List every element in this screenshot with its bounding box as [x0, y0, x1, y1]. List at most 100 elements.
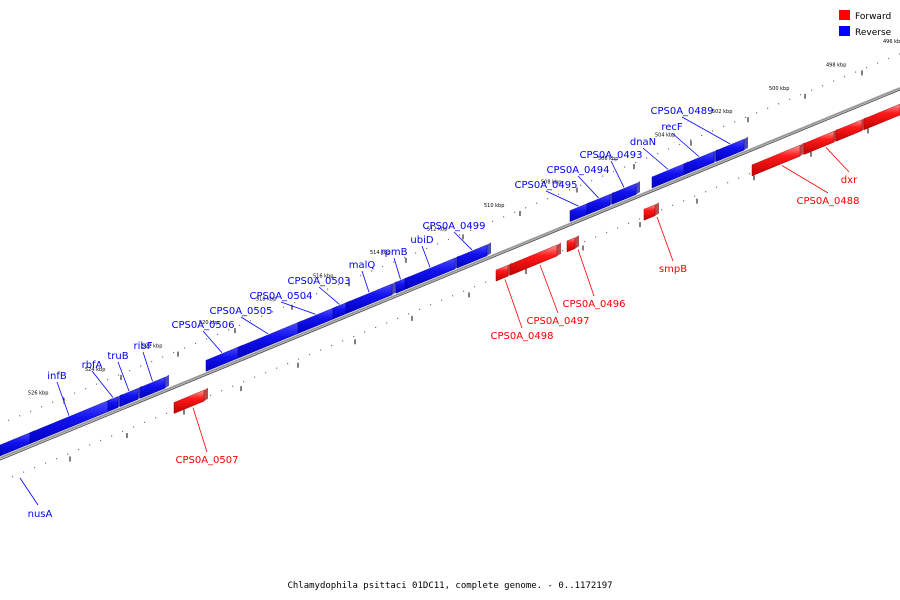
leader-line — [240, 316, 269, 335]
gene-label-rpmB: rpmB — [380, 247, 407, 258]
leader-line — [681, 116, 731, 145]
leader-line — [577, 249, 595, 297]
genome-caption: Chlamydophila psittaci 01DC11, complete … — [287, 581, 612, 591]
gene-label-recF: recF — [661, 122, 683, 133]
leader-line — [142, 351, 153, 382]
gene-labels: nusA infB rbfA truB ribF CPS0A_0506 CPS0A_0505… — [28, 106, 860, 520]
gene-label-dnaN: dnaN — [630, 137, 656, 148]
gene-label-CPS0A_0507: CPS0A_0507 — [175, 455, 238, 466]
gene-label-smpB: smpB — [659, 264, 687, 275]
genome-backbone — [0, 87, 900, 461]
kbp-tick-label: 522 kbp — [142, 344, 162, 350]
gene-CPS0A_0489 — [715, 136, 748, 163]
leader-line — [56, 381, 70, 416]
gene-label-rbfA: rbfA — [82, 360, 103, 371]
kbp-tick-label: 504 kbp — [655, 133, 675, 139]
leader-line — [280, 301, 316, 315]
kbp-tick-label: 506 kbp — [598, 156, 618, 162]
gene-label-ribF: ribF — [134, 341, 153, 352]
kbp-tick-label: 510 kbp — [484, 203, 504, 209]
leader-line — [577, 175, 599, 199]
kbp-tick-label: 516 kbp — [313, 273, 333, 279]
legend-forward-swatch — [839, 10, 850, 20]
gene-label-CPS0A_0505: CPS0A_0505 — [209, 306, 272, 317]
gene-CPS0A_0496 — [566, 235, 579, 253]
leader-line — [642, 147, 669, 170]
gene-dnaN — [651, 161, 688, 189]
gene-CPS0A_0488 — [751, 142, 804, 177]
leader-line — [825, 147, 850, 173]
leader-line — [192, 407, 208, 453]
leader-line — [656, 216, 674, 262]
gene-leader-lines — [19, 116, 850, 506]
gene-recF — [683, 149, 718, 176]
gene-dxr-part — [835, 117, 866, 142]
leader-line — [361, 270, 370, 293]
leader-line — [545, 190, 579, 207]
legend-reverse-swatch — [839, 26, 850, 36]
gene-label-CPS0A_0493: CPS0A_0493 — [579, 150, 642, 161]
gene-label-CPS0A_0495: CPS0A_0495 — [514, 180, 577, 191]
kbp-tick-label: 512 kbp — [427, 226, 447, 232]
leader-line — [393, 257, 401, 280]
gene-label-infB: infB — [47, 371, 67, 382]
gene-label-CPS0A_0494: CPS0A_0494 — [546, 165, 609, 176]
kbp-tick-label: 498 kbp — [826, 62, 846, 68]
kbp-tick-label: 526 kbp — [28, 390, 48, 396]
gene-label-nusA: nusA — [28, 509, 53, 520]
gene-label-CPS0A_0489: CPS0A_0489 — [650, 106, 713, 117]
gene-malQ — [345, 281, 396, 315]
gene-label-CPS0A_0499: CPS0A_0499 — [422, 221, 485, 232]
gene-CPS0A_0498 — [495, 262, 512, 282]
gene-CPS0A_0505 — [237, 320, 302, 359]
gene-CPS0A_0507 — [173, 387, 208, 414]
leader-line — [671, 132, 700, 157]
gene-label-CPS0A_0503: CPS0A_0503 — [287, 276, 350, 287]
leader-line — [504, 279, 523, 329]
gene-CPS0A_0506 — [205, 344, 242, 372]
leader-line — [91, 370, 114, 398]
kbp-tick-label: 508 kbp — [541, 180, 561, 186]
kbp-tick-label: 518 kbp — [256, 297, 276, 303]
leader-line — [781, 165, 829, 194]
kbp-tick-label: 524 kbp — [85, 367, 105, 373]
leader-line — [202, 330, 223, 353]
gene-dxr — [803, 128, 838, 155]
gene-label-ubiD: ubiD — [410, 235, 433, 246]
kbp-tick-label: 514 kbp — [370, 250, 390, 256]
kbp-tick-label: 502 kbp — [712, 109, 732, 115]
leader-line — [117, 361, 130, 392]
gene-label-truB: truB — [107, 351, 128, 362]
leader-line — [318, 286, 340, 305]
gene-CPS0A_0499 — [456, 242, 491, 269]
gene-CPS0A_0493 — [611, 181, 640, 205]
outer-tick-track — [8, 53, 900, 421]
leader-line — [610, 160, 625, 188]
gene-nusA — [0, 430, 34, 457]
kbp-tick-labels: 496 kbp 498 kbp 500 kbp 502 kbp 504 kbp 506 k… — [28, 39, 900, 462]
gene-features — [0, 103, 900, 457]
kbp-tick-label: 496 kbp — [883, 39, 900, 45]
legend: Forward Reverse — [839, 10, 892, 38]
gene-label-CPS0A_0497: CPS0A_0497 — [526, 316, 589, 327]
leader-line — [539, 264, 559, 314]
gene-label-CPS0A_0488: CPS0A_0488 — [796, 196, 859, 207]
gene-label-malQ: malQ — [349, 260, 376, 271]
gene-infB — [29, 398, 112, 445]
gene-label-CPS0A_0498: CPS0A_0498 — [490, 331, 553, 342]
gene-CPS0A_0497 — [509, 242, 561, 276]
kbp-tick-label: 500 kbp — [769, 86, 789, 92]
gene-label-CPS0A_0504: CPS0A_0504 — [249, 291, 312, 302]
gene-label-CPS0A_0506: CPS0A_0506 — [171, 320, 234, 331]
legend-forward-label: Forward — [855, 12, 891, 22]
gene-dxr-part — [863, 103, 900, 131]
legend-reverse-label: Reverse — [855, 28, 892, 38]
gene-smpB — [643, 202, 659, 221]
leader-line — [453, 231, 473, 251]
gene-label-CPS0A_0496: CPS0A_0496 — [562, 299, 625, 310]
leader-line — [421, 245, 431, 268]
kbp-tick-label: 520 kbp — [199, 320, 219, 326]
gene-ribF — [139, 374, 169, 399]
leader-line — [19, 477, 39, 506]
